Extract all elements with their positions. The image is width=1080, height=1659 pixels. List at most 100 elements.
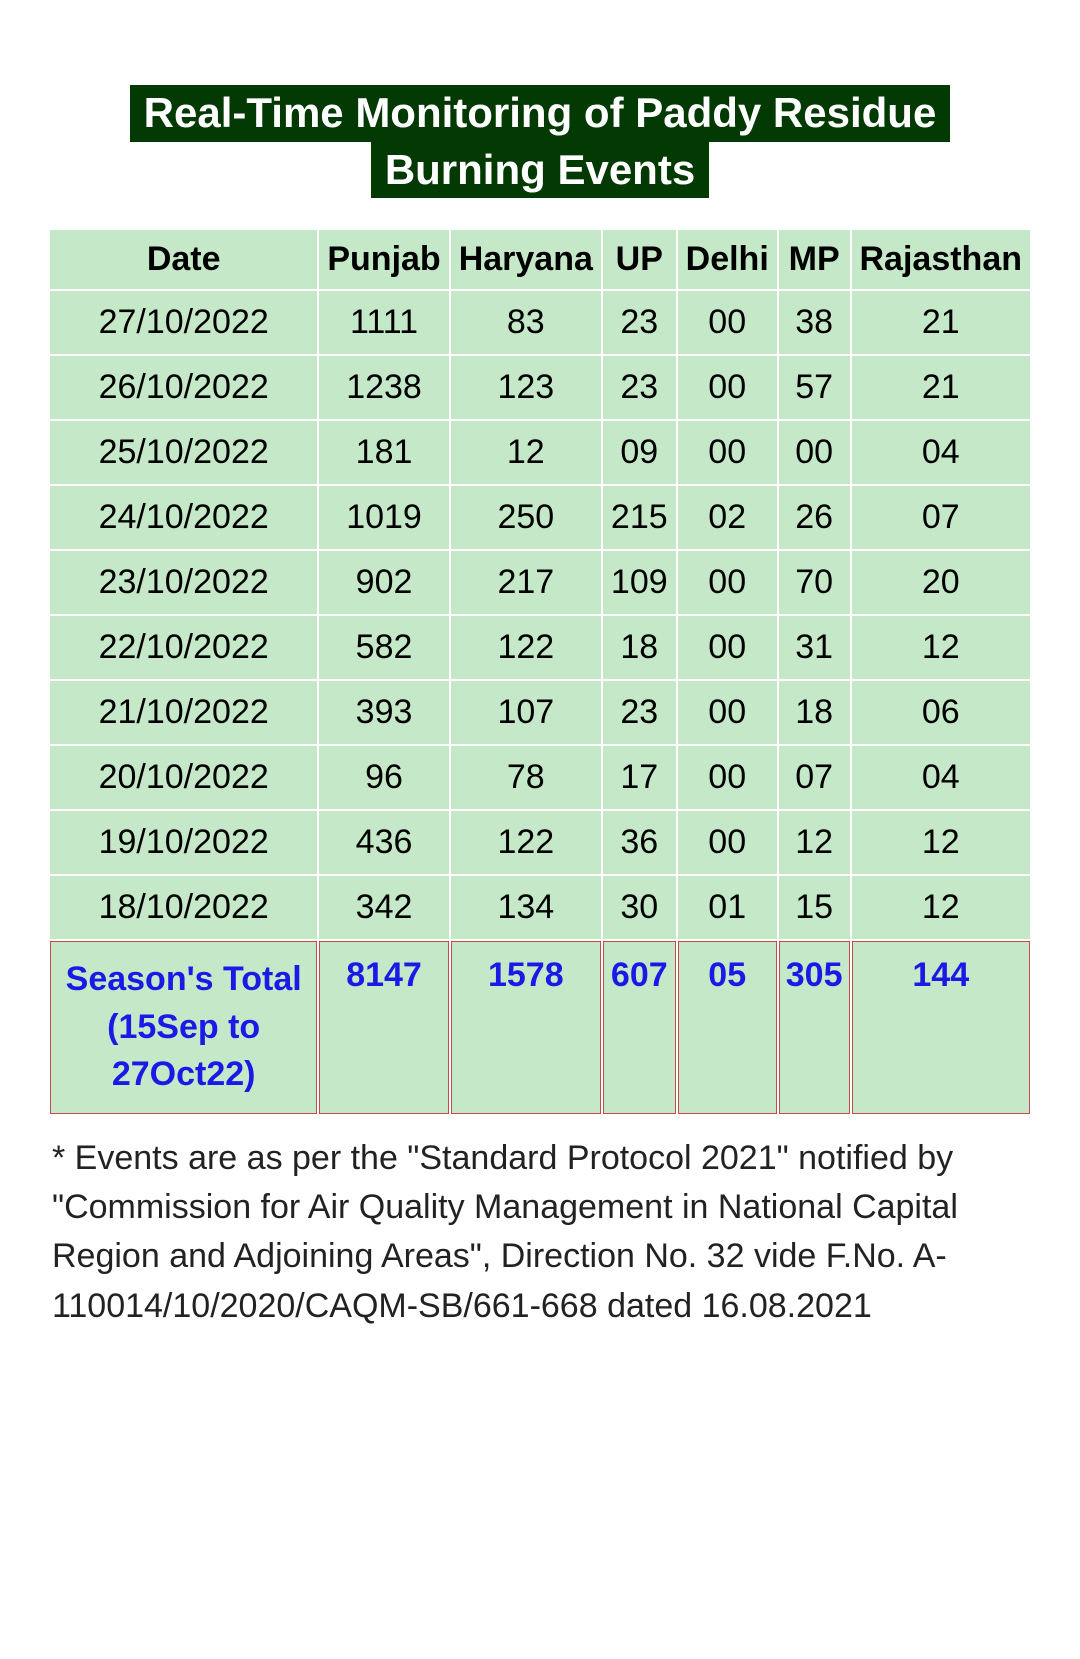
cell-value: 122 — [451, 811, 601, 874]
cell-value: 217 — [451, 551, 601, 614]
cell-value: 02 — [678, 486, 777, 549]
cell-value: 20 — [852, 551, 1031, 614]
table-row: 27/10/202211118323003821 — [50, 291, 1030, 354]
total-value: 1578 — [451, 941, 601, 1114]
table-row: 20/10/2022967817000704 — [50, 746, 1030, 809]
table-row: 22/10/202258212218003112 — [50, 616, 1030, 679]
total-value: 8147 — [319, 941, 448, 1114]
cell-value: 00 — [678, 551, 777, 614]
col-punjab: Punjab — [319, 230, 448, 289]
total-label: Season's Total (15Sep to 27Oct22) — [50, 941, 317, 1114]
cell-date: 25/10/2022 — [50, 421, 317, 484]
cell-value: 57 — [779, 356, 850, 419]
cell-value: 17 — [603, 746, 676, 809]
total-value: 144 — [852, 941, 1031, 1114]
cell-value: 00 — [678, 746, 777, 809]
col-delhi: Delhi — [678, 230, 777, 289]
cell-value: 00 — [678, 616, 777, 679]
cell-value: 23 — [603, 291, 676, 354]
col-date: Date — [50, 230, 317, 289]
cell-value: 181 — [319, 421, 448, 484]
cell-value: 00 — [678, 811, 777, 874]
col-haryana: Haryana — [451, 230, 601, 289]
footnote-text: * Events are as per the "Standard Protoc… — [48, 1134, 1032, 1331]
table-header: Date Punjab Haryana UP Delhi MP Rajastha… — [50, 230, 1030, 289]
cell-value: 436 — [319, 811, 448, 874]
cell-value: 07 — [779, 746, 850, 809]
cell-value: 00 — [678, 421, 777, 484]
cell-value: 04 — [852, 421, 1031, 484]
table-row: 18/10/202234213430011512 — [50, 876, 1030, 939]
total-value: 05 — [678, 941, 777, 1114]
table-row: 19/10/202243612236001212 — [50, 811, 1030, 874]
col-up: UP — [603, 230, 676, 289]
table-row: 23/10/2022902217109007020 — [50, 551, 1030, 614]
cell-value: 902 — [319, 551, 448, 614]
table-total-row: Season's Total (15Sep to 27Oct22)8147157… — [50, 941, 1030, 1114]
cell-value: 36 — [603, 811, 676, 874]
cell-value: 582 — [319, 616, 448, 679]
cell-value: 1238 — [319, 356, 448, 419]
cell-value: 12 — [852, 876, 1031, 939]
total-value: 305 — [779, 941, 850, 1114]
cell-date: 21/10/2022 — [50, 681, 317, 744]
cell-value: 30 — [603, 876, 676, 939]
cell-value: 23 — [603, 356, 676, 419]
cell-value: 01 — [678, 876, 777, 939]
cell-value: 26 — [779, 486, 850, 549]
cell-value: 134 — [451, 876, 601, 939]
col-mp: MP — [779, 230, 850, 289]
page-title-wrap: Real-Time Monitoring of Paddy Residue Bu… — [48, 85, 1032, 198]
cell-value: 04 — [852, 746, 1031, 809]
cell-value: 31 — [779, 616, 850, 679]
cell-value: 1111 — [319, 291, 448, 354]
cell-date: 23/10/2022 — [50, 551, 317, 614]
cell-value: 00 — [779, 421, 850, 484]
cell-value: 23 — [603, 681, 676, 744]
cell-value: 12 — [852, 811, 1031, 874]
cell-value: 12 — [852, 616, 1031, 679]
cell-value: 12 — [779, 811, 850, 874]
cell-date: 20/10/2022 — [50, 746, 317, 809]
col-rajasthan: Rajasthan — [852, 230, 1031, 289]
cell-value: 96 — [319, 746, 448, 809]
burning-events-table: Date Punjab Haryana UP Delhi MP Rajastha… — [48, 228, 1032, 1116]
cell-date: 22/10/2022 — [50, 616, 317, 679]
cell-value: 21 — [852, 291, 1031, 354]
cell-value: 122 — [451, 616, 601, 679]
cell-value: 09 — [603, 421, 676, 484]
cell-value: 250 — [451, 486, 601, 549]
table-body: 27/10/20221111832300382126/10/2022123812… — [50, 291, 1030, 1114]
cell-value: 78 — [451, 746, 601, 809]
cell-value: 83 — [451, 291, 601, 354]
cell-date: 26/10/2022 — [50, 356, 317, 419]
cell-date: 27/10/2022 — [50, 291, 317, 354]
table-row: 25/10/20221811209000004 — [50, 421, 1030, 484]
cell-value: 215 — [603, 486, 676, 549]
title-line-2: Burning Events — [371, 142, 709, 199]
table-row: 26/10/2022123812323005721 — [50, 356, 1030, 419]
cell-value: 1019 — [319, 486, 448, 549]
cell-value: 00 — [678, 356, 777, 419]
cell-value: 342 — [319, 876, 448, 939]
cell-value: 107 — [451, 681, 601, 744]
total-value: 607 — [603, 941, 676, 1114]
cell-value: 393 — [319, 681, 448, 744]
table-row: 24/10/20221019250215022607 — [50, 486, 1030, 549]
cell-value: 15 — [779, 876, 850, 939]
cell-value: 07 — [852, 486, 1031, 549]
cell-value: 06 — [852, 681, 1031, 744]
cell-value: 21 — [852, 356, 1031, 419]
title-line-1: Real-Time Monitoring of Paddy Residue — [130, 85, 951, 142]
cell-value: 00 — [678, 291, 777, 354]
cell-date: 18/10/2022 — [50, 876, 317, 939]
cell-value: 00 — [678, 681, 777, 744]
cell-value: 18 — [779, 681, 850, 744]
cell-value: 123 — [451, 356, 601, 419]
cell-value: 38 — [779, 291, 850, 354]
cell-date: 19/10/2022 — [50, 811, 317, 874]
cell-value: 109 — [603, 551, 676, 614]
cell-value: 70 — [779, 551, 850, 614]
cell-value: 12 — [451, 421, 601, 484]
cell-value: 18 — [603, 616, 676, 679]
